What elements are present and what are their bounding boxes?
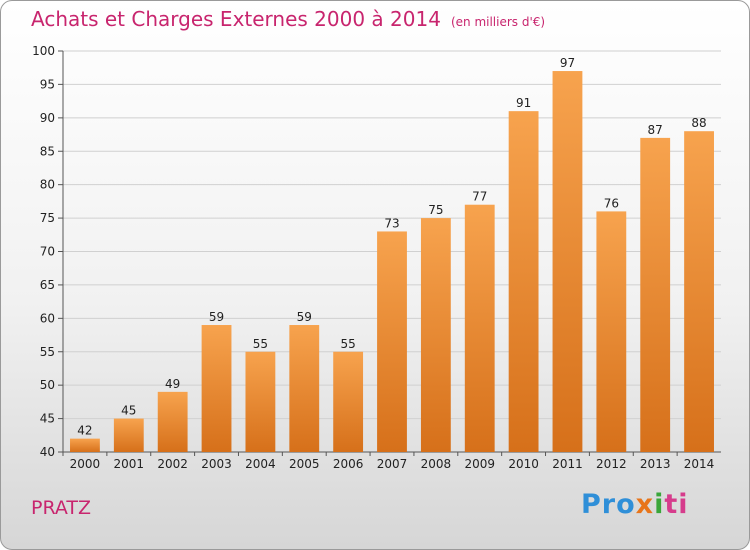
x-tick-label-2011: 2011 <box>552 457 583 471</box>
y-tick-label-85: 85 <box>40 144 55 158</box>
y-tick-label-95: 95 <box>40 77 55 91</box>
value-label-2013: 87 <box>648 123 663 137</box>
bar-2004 <box>245 351 276 452</box>
value-label-2002: 49 <box>165 377 180 391</box>
place-name: PRATZ <box>31 497 92 519</box>
value-label-2006: 55 <box>340 337 355 351</box>
value-label-2003: 59 <box>209 310 224 324</box>
logo-part-2: x <box>635 489 655 520</box>
x-tick-label-2001: 2001 <box>114 457 145 471</box>
y-tick-label-60: 60 <box>40 311 55 325</box>
value-label-2000: 42 <box>77 424 92 438</box>
y-tick-label-100: 100 <box>32 44 55 58</box>
y-tick-label-50: 50 <box>40 378 55 392</box>
logo-part-3: i <box>654 489 665 520</box>
bar-2010 <box>508 111 539 453</box>
bar-2006 <box>333 351 364 452</box>
bar-2008 <box>420 218 451 452</box>
bar-2011 <box>552 71 583 453</box>
y-tick-label-80: 80 <box>40 178 55 192</box>
y-tick-label-75: 75 <box>40 211 55 225</box>
proxiti-logo[interactable]: Proxiti <box>581 489 689 520</box>
value-label-2011: 97 <box>560 56 575 70</box>
bar-2007 <box>377 231 407 452</box>
value-label-2009: 77 <box>472 190 487 204</box>
logo-part-4: ti <box>664 489 689 520</box>
x-tick-label-2003: 2003 <box>201 457 232 471</box>
x-tick-label-2010: 2010 <box>508 457 539 471</box>
y-tick-label-45: 45 <box>40 412 55 426</box>
value-label-2005: 59 <box>297 310 312 324</box>
value-label-2008: 75 <box>428 203 443 217</box>
bar-2012 <box>596 211 627 452</box>
y-tick-label-70: 70 <box>40 245 55 259</box>
logo-part-1: Pro <box>581 489 636 520</box>
x-tick-label-2005: 2005 <box>289 457 320 471</box>
y-tick-label-90: 90 <box>40 111 55 125</box>
x-tick-label-2012: 2012 <box>596 457 627 471</box>
bar-2014 <box>684 131 714 452</box>
x-tick-label-2013: 2013 <box>640 457 671 471</box>
value-label-2010: 91 <box>516 96 531 110</box>
y-tick-label-65: 65 <box>40 278 55 292</box>
bar-layer <box>70 71 714 453</box>
x-tick-label-2007: 2007 <box>377 457 408 471</box>
value-label-2001: 45 <box>121 404 136 418</box>
x-tick-label-2000: 2000 <box>70 457 101 471</box>
x-tick-label-2004: 2004 <box>245 457 276 471</box>
x-tick-label-2002: 2002 <box>157 457 188 471</box>
x-tick-label-2009: 2009 <box>464 457 495 471</box>
bar-2001 <box>113 418 144 452</box>
y-tick-label-40: 40 <box>40 445 55 459</box>
value-label-2004: 55 <box>253 337 268 351</box>
value-label-2014: 88 <box>691 116 706 130</box>
x-tick-label-2006: 2006 <box>333 457 364 471</box>
bar-2000 <box>70 438 100 452</box>
bar-2009 <box>464 204 495 452</box>
x-tick-label-2014: 2014 <box>684 457 715 471</box>
value-label-2007: 73 <box>384 216 399 230</box>
bar-2013 <box>640 137 671 452</box>
x-tick-label-2008: 2008 <box>421 457 452 471</box>
chart-title: Achats et Charges Externes 2000 à 2014 (e… <box>31 7 545 31</box>
value-label-2012: 76 <box>604 196 619 210</box>
chart-title-text: Achats et Charges Externes 2000 à 2014 <box>31 7 441 31</box>
y-tick-label-55: 55 <box>40 345 55 359</box>
bar-2005 <box>289 325 320 452</box>
bar-2003 <box>201 325 232 452</box>
chart-subtitle: (en milliers d'€) <box>450 15 546 29</box>
label-layer: 42 2000 45 2001 49 2002 59 2003 55 2004 59 2005 55 20… <box>70 56 715 471</box>
bar-2002 <box>157 391 188 452</box>
